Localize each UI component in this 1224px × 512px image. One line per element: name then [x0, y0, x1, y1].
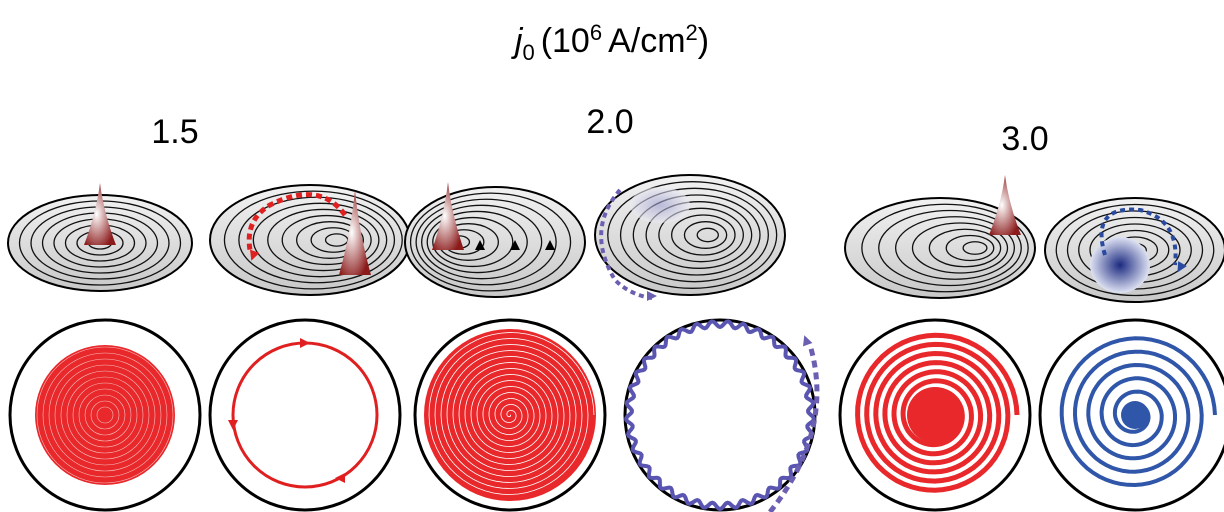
skyrmion-peak — [989, 175, 1021, 235]
surface — [405, 187, 585, 297]
surface-tint — [630, 187, 690, 223]
figure: j0(106A/cm2) 1.5 2.0 3.0 — [0, 0, 1224, 512]
title-exponent: 6 — [590, 20, 602, 45]
title-subscript: 0 — [522, 40, 534, 65]
trajectory — [233, 343, 377, 487]
skyrmion-dip — [1090, 237, 1150, 293]
arrow-head — [228, 420, 238, 430]
title-unit: A/cm — [608, 22, 685, 60]
trajectory-core — [1121, 401, 1149, 429]
disk-boundary — [210, 320, 400, 510]
title-open: (10 — [541, 22, 590, 60]
arrow-head — [335, 473, 345, 483]
arrow-head — [800, 334, 813, 347]
illustrations — [8, 175, 1224, 512]
trajectory-fill — [35, 345, 175, 485]
surface — [595, 175, 785, 295]
trajectory-core — [907, 387, 963, 443]
arrow-head — [647, 291, 657, 301]
page: j0(106A/cm2) 1.5 2.0 3.0 (() => { const … — [0, 0, 1224, 512]
trajectory — [626, 321, 814, 509]
title-unit-exponent: 2 — [686, 20, 698, 45]
arrow-head — [300, 338, 310, 348]
title-close: ) — [698, 22, 709, 60]
column-label: 2.0 — [586, 103, 633, 141]
surface — [210, 185, 410, 295]
column-label: 3.0 — [1001, 120, 1048, 158]
column-label: 1.5 — [151, 113, 198, 151]
